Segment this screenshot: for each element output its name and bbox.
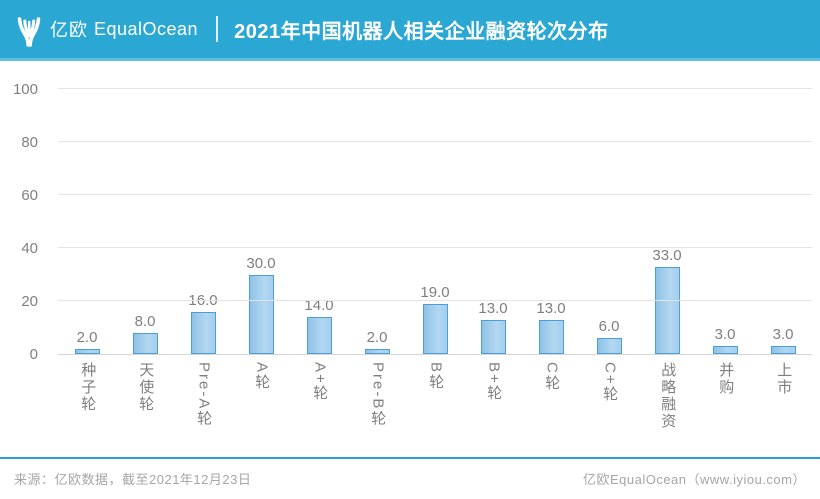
x-cell: 天使轮 (116, 355, 174, 441)
x-cell: Pre-A轮 (174, 355, 232, 441)
x-axis-label: 天使轮 (137, 362, 155, 413)
bar (654, 266, 680, 354)
x-cell: A+轮 (290, 355, 348, 441)
bar-value-label: 2.0 (366, 328, 388, 346)
y-axis: 0 20 40 60 80 100 (0, 81, 48, 363)
x-cell: Pre-B轮 (348, 355, 406, 441)
bar-column: 13.0 (522, 300, 580, 354)
bar-column: 19.0 (406, 284, 464, 354)
bar-column: 13.0 (464, 300, 522, 354)
x-cell: 并购 (696, 355, 754, 441)
brand-logo: 亿欧 EqualOcean (14, 10, 198, 48)
bar-value-label: 30.0 (246, 254, 276, 272)
bar-value-label: 19.0 (420, 283, 450, 301)
x-axis-label: 战略融资 (659, 362, 677, 430)
x-cell: A轮 (232, 355, 290, 441)
columns: 2.0 8.0 16.0 30.0 14.0 2.0 19.0 13.0 13.0 6.0 33.0… (58, 89, 812, 354)
x-cell: 战略融资 (638, 355, 696, 441)
x-axis-label: C+轮 (601, 362, 619, 403)
header-divider (216, 16, 219, 42)
bar (712, 346, 738, 354)
x-cell: C轮 (522, 355, 580, 441)
footer: 来源：亿欧数据，截至2021年12月23日 亿欧EqualOcean（www.i… (0, 459, 820, 498)
x-cell: B+轮 (464, 355, 522, 441)
bar-value-label: 3.0 (772, 326, 794, 344)
bar-value-label: 13.0 (536, 299, 566, 317)
bar-value-label: 13.0 (478, 299, 508, 317)
brand-note: 亿欧EqualOcean（www.iyiou.com） (582, 472, 806, 487)
header-bar: 亿欧 EqualOcean 2021年中国机器人相关企业融资轮次分布 (0, 0, 820, 58)
header-accent-strip (0, 58, 820, 61)
logo-text-cn: 亿欧 (50, 20, 88, 40)
x-axis-label: Pre-B轮 (369, 362, 387, 428)
y-tick-label: 100 (12, 81, 38, 98)
bar (480, 319, 506, 354)
y-tick-label: 60 (21, 187, 38, 204)
x-axis-label: 并购 (717, 362, 735, 396)
x-axis-label: C轮 (543, 362, 561, 392)
bar-column: 8.0 (116, 313, 174, 354)
y-tick-label: 20 (21, 293, 38, 310)
bar-value-label: 3.0 (714, 326, 736, 344)
footer-rule (0, 457, 820, 459)
bar-value-label: 2.0 (76, 328, 98, 346)
bar (306, 316, 332, 354)
x-cell: C+轮 (580, 355, 638, 441)
bar-column: 6.0 (580, 318, 638, 354)
bar-column: 3.0 (696, 326, 754, 354)
bar (132, 332, 158, 354)
gridline (58, 141, 812, 142)
gridline (58, 300, 812, 301)
bar (74, 348, 100, 354)
x-axis-label: B轮 (427, 362, 445, 392)
x-axis-label: 种子轮 (79, 362, 97, 413)
bar (538, 319, 564, 354)
bar-column: 14.0 (290, 297, 348, 354)
bar-chart: 0 20 40 60 80 100 2.0 8.0 16.0 30.0 14.0 2.0 19.0 13… (13, 81, 812, 441)
bar-column: 3.0 (754, 326, 812, 354)
bar-value-label: 6.0 (598, 318, 620, 336)
page-title: 2021年中国机器人相关企业融资轮次分布 (234, 20, 609, 43)
equalocean-logo-icon (17, 17, 41, 47)
gridline (58, 247, 812, 248)
gridline (58, 194, 812, 195)
bar (770, 346, 796, 354)
bar (248, 274, 274, 354)
logo-text-en: EqualOcean (94, 18, 199, 39)
x-axis-label: A+轮 (311, 362, 329, 402)
x-cell: 上市 (754, 355, 812, 441)
y-tick-label: 80 (21, 134, 38, 151)
x-axis-label: B+轮 (485, 362, 503, 402)
bar (190, 311, 216, 354)
plot-area: 0 20 40 60 80 100 2.0 8.0 16.0 30.0 14.0 2.0 19.0 13… (13, 81, 812, 363)
gridline (58, 88, 812, 89)
x-cell: B轮 (406, 355, 464, 441)
bar-column: 2.0 (58, 329, 116, 354)
bar-value-label: 14.0 (304, 296, 334, 314)
x-axis-label: Pre-A轮 (195, 362, 213, 428)
source-note: 来源：亿欧数据，截至2021年12月23日 (14, 472, 252, 487)
x-cell: 种子轮 (58, 355, 116, 441)
bar (364, 348, 390, 354)
bar (422, 303, 448, 354)
bar-column: 30.0 (232, 254, 290, 354)
bar-value-label: 8.0 (134, 312, 156, 330)
bar-column: 2.0 (348, 329, 406, 354)
bar-column: 16.0 (174, 292, 232, 354)
y-tick-label: 0 (29, 346, 38, 363)
y-tick-label: 40 (21, 240, 38, 257)
x-axis-label: 上市 (775, 362, 793, 396)
x-axis: 种子轮 天使轮 Pre-A轮 A轮 A+轮 Pre-B轮 B轮 B+轮 C轮 C+轮 战略融资 并购 上… (58, 355, 812, 441)
x-axis-label: A轮 (253, 362, 271, 392)
bar-value-label: 33.0 (652, 246, 682, 264)
bar (596, 338, 622, 354)
bar-column: 33.0 (638, 247, 696, 354)
